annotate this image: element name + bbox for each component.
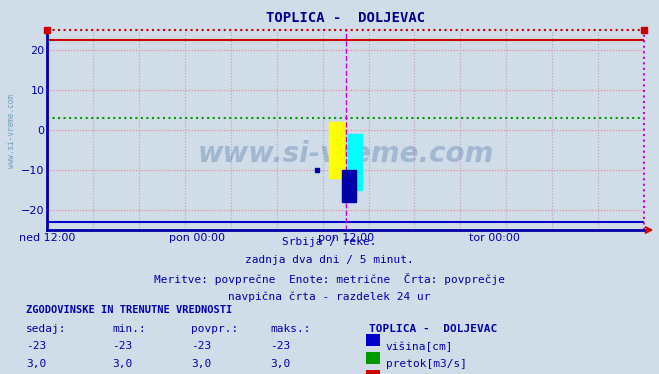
Text: ZGODOVINSKE IN TRENUTNE VREDNOSTI: ZGODOVINSKE IN TRENUTNE VREDNOSTI bbox=[26, 305, 233, 315]
Text: pretok[m3/s]: pretok[m3/s] bbox=[386, 359, 467, 370]
Text: www.si-vreme.com: www.si-vreme.com bbox=[198, 140, 494, 168]
Text: min.:: min.: bbox=[112, 324, 146, 334]
Text: povpr.:: povpr.: bbox=[191, 324, 239, 334]
Text: sedaj:: sedaj: bbox=[26, 324, 67, 334]
Text: maks.:: maks.: bbox=[270, 324, 310, 334]
Title: TOPLICA -  DOLJEVAC: TOPLICA - DOLJEVAC bbox=[266, 10, 425, 25]
Text: navpična črta - razdelek 24 ur: navpična črta - razdelek 24 ur bbox=[228, 291, 431, 302]
Text: 3,0: 3,0 bbox=[26, 359, 47, 370]
Bar bbox=[329, 122, 343, 178]
Text: Meritve: povprečne  Enote: metrične  Črta: povprečje: Meritve: povprečne Enote: metrične Črta:… bbox=[154, 273, 505, 285]
Text: višina[cm]: višina[cm] bbox=[386, 341, 453, 352]
Text: -23: -23 bbox=[270, 341, 291, 352]
Text: 3,0: 3,0 bbox=[270, 359, 291, 370]
Text: -23: -23 bbox=[191, 341, 212, 352]
Bar bbox=[348, 134, 362, 190]
Bar bbox=[341, 170, 356, 202]
Text: Srbija / reke.: Srbija / reke. bbox=[282, 237, 377, 248]
Text: www.si-vreme.com: www.si-vreme.com bbox=[7, 94, 16, 168]
Text: TOPLICA -  DOLJEVAC: TOPLICA - DOLJEVAC bbox=[369, 324, 498, 334]
Text: -23: -23 bbox=[26, 341, 47, 352]
Text: zadnja dva dni / 5 minut.: zadnja dva dni / 5 minut. bbox=[245, 255, 414, 266]
Text: 3,0: 3,0 bbox=[112, 359, 132, 370]
Text: -23: -23 bbox=[112, 341, 132, 352]
Text: 3,0: 3,0 bbox=[191, 359, 212, 370]
